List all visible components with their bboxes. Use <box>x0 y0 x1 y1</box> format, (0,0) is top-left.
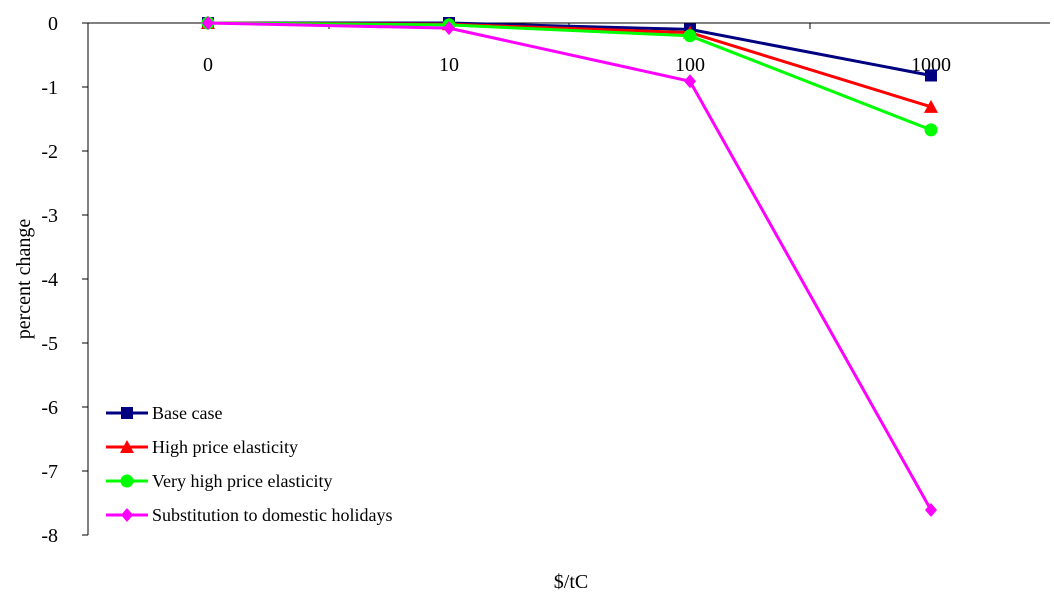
series-4 <box>202 16 937 518</box>
legend-marker <box>121 508 133 522</box>
y-tick-label: -6 <box>41 397 58 419</box>
x-ticks: 0 10 100 1000 <box>87 23 951 76</box>
legend-marker <box>120 440 134 453</box>
x-tick-label: 100 <box>675 54 705 76</box>
x-tick-label: 0 <box>203 54 213 76</box>
y-tick-label: -4 <box>41 269 58 291</box>
y-tick-label: 0 <box>48 13 58 35</box>
x-axis-title: $/tC <box>554 571 588 593</box>
y-tick-label: -1 <box>41 77 58 99</box>
y-tick-label: -7 <box>41 461 58 483</box>
data-point <box>684 74 696 89</box>
y-tick-label: -2 <box>41 141 58 163</box>
legend-marker <box>120 474 134 488</box>
data-point <box>925 69 937 82</box>
y-tick-label: -3 <box>41 205 58 227</box>
data-point <box>202 16 214 30</box>
series-line <box>207 21 932 109</box>
legend-item: Base case <box>106 403 222 423</box>
legend: Base case High price elasticity Very high … <box>106 403 393 525</box>
legend-label: Substitution to domestic holidays <box>152 505 393 525</box>
data-point <box>925 503 937 518</box>
legend-item: Very high price elasticity <box>106 471 332 491</box>
y-tick-label: -8 <box>41 525 58 547</box>
series-line <box>207 21 933 511</box>
legend-marker <box>121 407 133 419</box>
series-3 <box>201 16 938 137</box>
y-ticks: 0 -1 -2 -3 -4 -5 -6 -7 -8 <box>41 13 88 547</box>
data-point <box>683 29 697 43</box>
legend-label: High price elasticity <box>152 437 298 457</box>
y-axis-title: percent change <box>13 219 35 340</box>
legend-label: Base case <box>152 403 222 423</box>
legend-label: Very high price elasticity <box>152 471 332 491</box>
x-tick-label: 1000 <box>911 54 951 76</box>
series-layer <box>201 16 938 518</box>
y-tick-label: -5 <box>41 333 58 355</box>
series-line <box>207 21 932 132</box>
legend-item: High price elasticity <box>106 437 298 457</box>
data-point <box>443 21 455 36</box>
data-point <box>924 99 938 113</box>
x-tick-label: 10 <box>439 54 459 76</box>
data-point <box>924 123 938 137</box>
legend-item: Substitution to domestic holidays <box>106 505 393 525</box>
